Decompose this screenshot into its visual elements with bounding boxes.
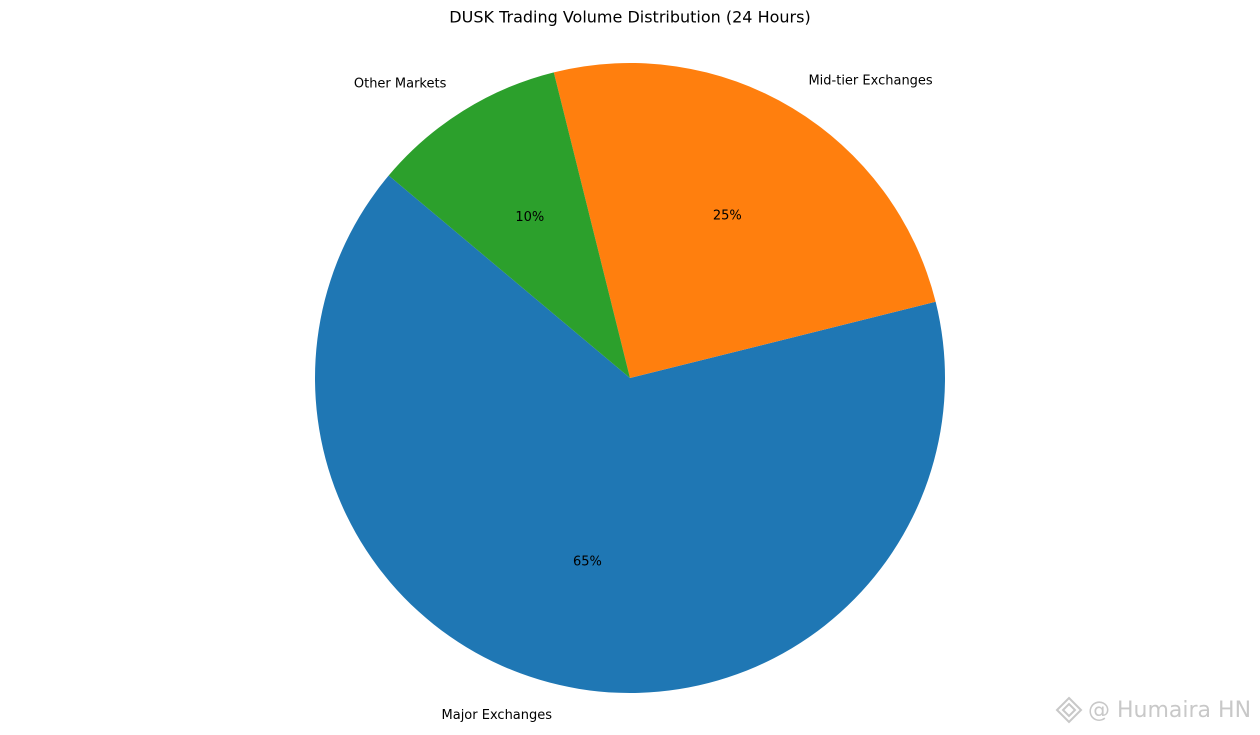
slice-label: Mid-tier Exchanges: [808, 73, 932, 88]
watermark: @ Humaira HN: [1088, 698, 1251, 723]
chart-title: DUSK Trading Volume Distribution (24 Hou…: [449, 8, 810, 27]
pie-slice: [388, 72, 630, 379]
percent-label: 10%: [515, 210, 544, 225]
slice-label: Other Markets: [354, 77, 447, 92]
percent-label: 25%: [713, 208, 742, 223]
slice-label: Major Exchanges: [442, 708, 553, 723]
percent-label: 65%: [573, 555, 602, 570]
pie-slice: [315, 175, 946, 694]
pie-slice: [553, 63, 936, 379]
watermark-icon: [1055, 696, 1083, 724]
